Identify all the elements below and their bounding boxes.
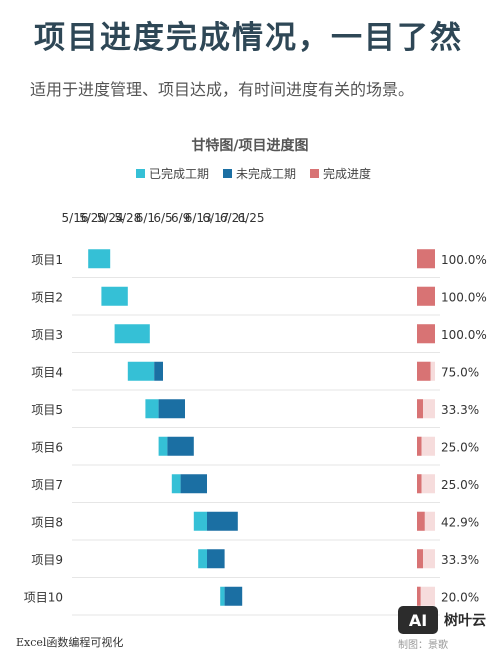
x-tick-label: 6/13 [185,211,212,225]
completed-period-bar [193,511,207,531]
progress-label: 100.0% [441,290,487,304]
brand-logo-icon: AI [398,606,438,634]
gantt-row: 项目2 100.0% [31,286,487,316]
gantt-row: 项目9 33.3% [31,549,479,578]
progress-bar [417,399,423,419]
row-label: 项目9 [31,553,63,567]
completed-period-bar [220,586,225,606]
progress-label: 25.0% [441,478,479,492]
row-label: 项目2 [31,290,63,304]
gantt-row: 项目6 25.0% [31,436,479,466]
row-label: 项目1 [31,253,63,267]
x-tick-label: 5/16 [62,211,89,225]
chart-title: 甘特图/项目进度图 [191,137,308,154]
legend-label: 已完成工期 [149,166,209,181]
progress-bar [417,324,435,344]
gantt-row: 项目3 100.0% [31,324,487,353]
x-tick-label: 5/28 [114,211,141,225]
gantt-row: 项目8 42.9% [31,511,479,541]
x-tick-label: 6/5 [153,211,172,225]
source-label: Excel函数编程可视化 [16,636,124,649]
progress-label: 42.9% [441,515,479,529]
remaining-period-bar [224,586,243,606]
x-tick-label: 5/20 [79,211,106,225]
gantt-row: 项目4 75.0% [31,361,479,391]
progress-bar [417,249,435,269]
x-axis-ticks: 5/165/205/245/286/16/56/96/136/176/216/2… [62,211,265,225]
progress-track [417,586,435,606]
legend-swatch [223,169,232,178]
remaining-period-bar [207,511,238,531]
completed-period-bar [114,324,150,344]
remaining-period-bar [154,361,163,381]
row-label: 项目3 [31,328,63,342]
completed-period-bar [171,474,181,494]
row-label: 项目4 [31,365,63,379]
page-subtitle: 适用于进度管理、项目达成，有时间进度有关的场景。 [30,80,415,99]
progress-label: 100.0% [441,253,487,267]
completed-period-bar [145,399,159,419]
completed-period-bar [198,549,207,569]
x-tick-label: 6/21 [220,211,247,225]
progress-bar [417,361,431,381]
legend-swatch [136,169,145,178]
progress-label: 20.0% [441,590,479,604]
x-tick-label: 6/25 [238,211,265,225]
progress-label: 75.0% [441,365,479,379]
x-tick-label: 5/24 [97,211,124,225]
x-tick-label: 6/9 [171,211,190,225]
legend-swatch [310,169,319,178]
progress-label: 33.3% [441,553,479,567]
progress-label: 25.0% [441,440,479,454]
progress-bar [417,436,422,456]
remaining-period-bar [158,399,185,419]
completed-period-bar [127,361,155,381]
row-label: 项目6 [31,440,63,454]
brand-watermark: AI 树叶云 [398,606,486,634]
progress-label: 100.0% [441,328,487,342]
completed-period-bar [158,436,168,456]
row-label: 项目5 [31,403,63,417]
brand-name: 树叶云 [444,613,486,629]
row-label: 项目8 [31,515,63,529]
progress-bar [417,586,421,606]
row-label: 项目10 [24,590,63,604]
progress-bar [417,474,422,494]
gantt-row: 项目10 20.0% [24,586,479,616]
progress-label: 33.3% [441,403,479,417]
completed-period-bar [88,249,111,269]
legend-label: 未完成工期 [236,166,296,181]
remaining-period-bar [167,436,194,456]
legend-label: 完成进度 [323,166,371,181]
chart-legend: 已完成工期 未完成工期 完成进度 [136,166,371,181]
progress-bar [417,549,423,569]
credit-label: 制图：景歌 [398,640,448,651]
remaining-period-bar [207,549,225,569]
page-title: 项目进度完成情况，一目了然 [34,20,463,56]
completed-period-bar [101,286,128,306]
progress-bar [417,511,425,531]
gantt-row: 项目7 25.0% [31,474,479,503]
gantt-row: 项目5 33.3% [31,399,479,428]
x-tick-label: 6/17 [202,211,229,225]
gantt-row: 项目1 100.0% [31,249,487,278]
x-tick-label: 6/1 [136,211,155,225]
progress-bar [417,286,435,306]
chart-rows: 项目1 100.0% 项目2 100.0% 项目3 100.0% 项目4 75.0% 项目5 33… [24,249,487,616]
remaining-period-bar [180,474,207,494]
row-label: 项目7 [31,478,63,492]
